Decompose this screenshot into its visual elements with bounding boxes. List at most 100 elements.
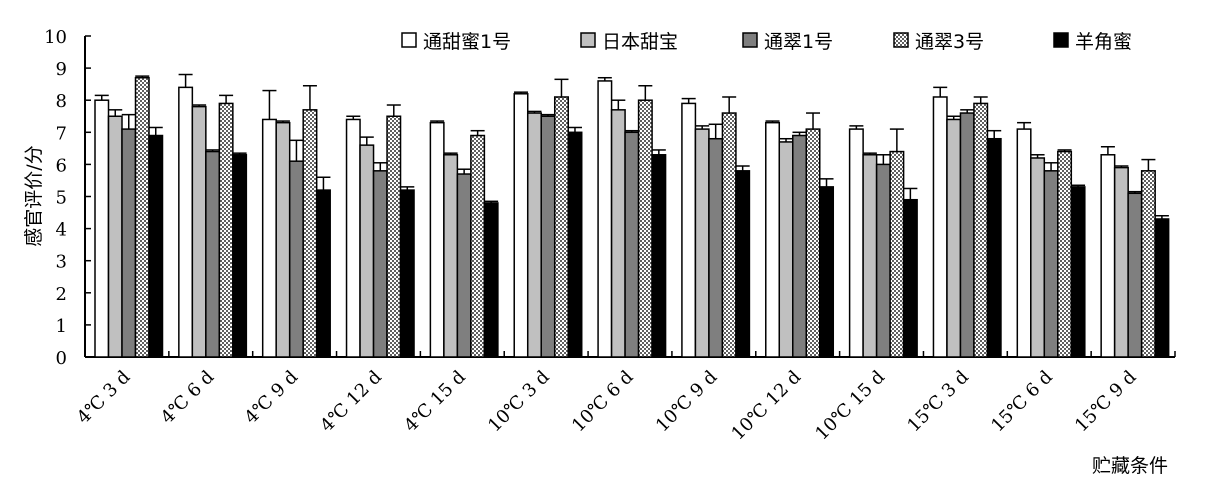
x-tick-label: 4℃ 9 d — [241, 367, 303, 429]
x-tick-label: 4℃ 15 d — [400, 367, 470, 437]
bar — [1140, 170, 1156, 358]
bar — [288, 160, 304, 358]
y-axis-label: 感官评价/分 — [23, 145, 45, 246]
bar — [94, 99, 110, 358]
bar — [1043, 170, 1059, 358]
bar — [456, 173, 472, 358]
y-tick-label: 0 — [56, 348, 67, 369]
x-tick-label: 10℃ 9 d — [652, 367, 722, 437]
bar — [429, 121, 445, 358]
bar — [1100, 154, 1116, 358]
legend-swatch — [742, 32, 758, 48]
y-tick-label: 4 — [56, 220, 67, 241]
legend-swatch — [893, 32, 909, 48]
bar — [107, 115, 123, 358]
x-tick-label: 10℃ 12 d — [728, 367, 806, 445]
x-tick-label: 15℃ 9 d — [1071, 367, 1141, 437]
bar — [275, 121, 291, 358]
bar — [483, 202, 499, 358]
x-tick-label: 10℃ 3 d — [484, 367, 554, 437]
y-tick-label: 7 — [56, 123, 67, 144]
bar — [121, 128, 137, 358]
bar — [1057, 150, 1073, 358]
x-axis-label: 贮藏条件 — [1092, 455, 1168, 477]
x-tick-label: 10℃ 6 d — [568, 367, 638, 437]
bar — [973, 102, 989, 358]
bar — [178, 86, 194, 358]
bar — [651, 154, 667, 358]
bar — [694, 128, 710, 358]
x-tick-label: 4℃ 3 d — [73, 367, 135, 429]
bar — [681, 102, 697, 358]
bar — [1030, 157, 1046, 358]
bar — [191, 105, 207, 358]
legend-entry: 羊角蜜 — [1075, 31, 1132, 53]
y-tick-label: 8 — [56, 91, 67, 112]
bar — [637, 99, 653, 358]
bar — [232, 154, 248, 358]
bar — [302, 109, 318, 358]
y-tick-label: 3 — [56, 252, 67, 273]
bar — [553, 96, 569, 358]
legend: 通甜蜜1号 日本甜宝 通翠1号 通翠3号 羊角蜜 — [401, 31, 1132, 53]
bar — [315, 189, 331, 358]
bar — [513, 93, 529, 358]
bar — [399, 189, 415, 358]
bar — [526, 112, 542, 358]
legend-swatch — [401, 32, 417, 48]
bar — [205, 150, 221, 358]
bar — [792, 134, 808, 358]
bar — [708, 137, 724, 358]
bar — [610, 109, 626, 358]
bar — [1016, 128, 1032, 358]
bar — [386, 115, 402, 358]
bar — [986, 137, 1002, 358]
bar — [1113, 166, 1129, 358]
bars-layer — [94, 76, 1170, 358]
bar — [735, 170, 751, 358]
bar — [443, 154, 459, 358]
y-tick-label: 10 — [44, 27, 67, 48]
error-bars-layer — [94, 73, 1169, 219]
bar — [848, 128, 864, 358]
x-tick-label: 15℃ 3 d — [903, 367, 973, 437]
bar — [540, 115, 556, 358]
bar — [218, 102, 234, 358]
legend-entry: 通甜蜜1号 — [423, 31, 511, 53]
bar — [959, 112, 975, 358]
bar — [1070, 186, 1086, 358]
bar — [1154, 218, 1170, 358]
bar — [567, 131, 583, 358]
bar — [372, 170, 388, 358]
bar — [889, 150, 905, 358]
bar — [148, 134, 164, 358]
y-tick-label: 1 — [56, 316, 67, 337]
bar — [624, 131, 640, 358]
x-tick-label: 4℃ 12 d — [316, 367, 386, 437]
bar — [134, 76, 150, 358]
bar — [765, 121, 781, 358]
bar — [261, 118, 277, 358]
bar — [1127, 192, 1143, 358]
bar — [721, 112, 737, 358]
legend-entry: 通翠3号 — [915, 31, 984, 53]
x-tick-label: 15℃ 6 d — [987, 367, 1057, 437]
bar — [345, 118, 361, 358]
x-tick-label: 4℃ 6 d — [157, 367, 219, 429]
y-tick-label: 9 — [56, 59, 67, 80]
bar — [805, 128, 821, 358]
bar — [819, 186, 835, 358]
bar — [875, 163, 891, 358]
bar — [470, 134, 486, 358]
y-tick-label: 2 — [56, 284, 67, 305]
x-tick-label: 10℃ 15 d — [811, 367, 889, 445]
legend-swatch — [580, 32, 596, 48]
bar — [359, 144, 375, 358]
bar — [902, 198, 918, 358]
y-tick-label: 6 — [56, 155, 67, 176]
legend-swatch — [1053, 32, 1069, 48]
bar — [778, 141, 794, 358]
bar — [862, 154, 878, 358]
bar — [946, 118, 962, 358]
